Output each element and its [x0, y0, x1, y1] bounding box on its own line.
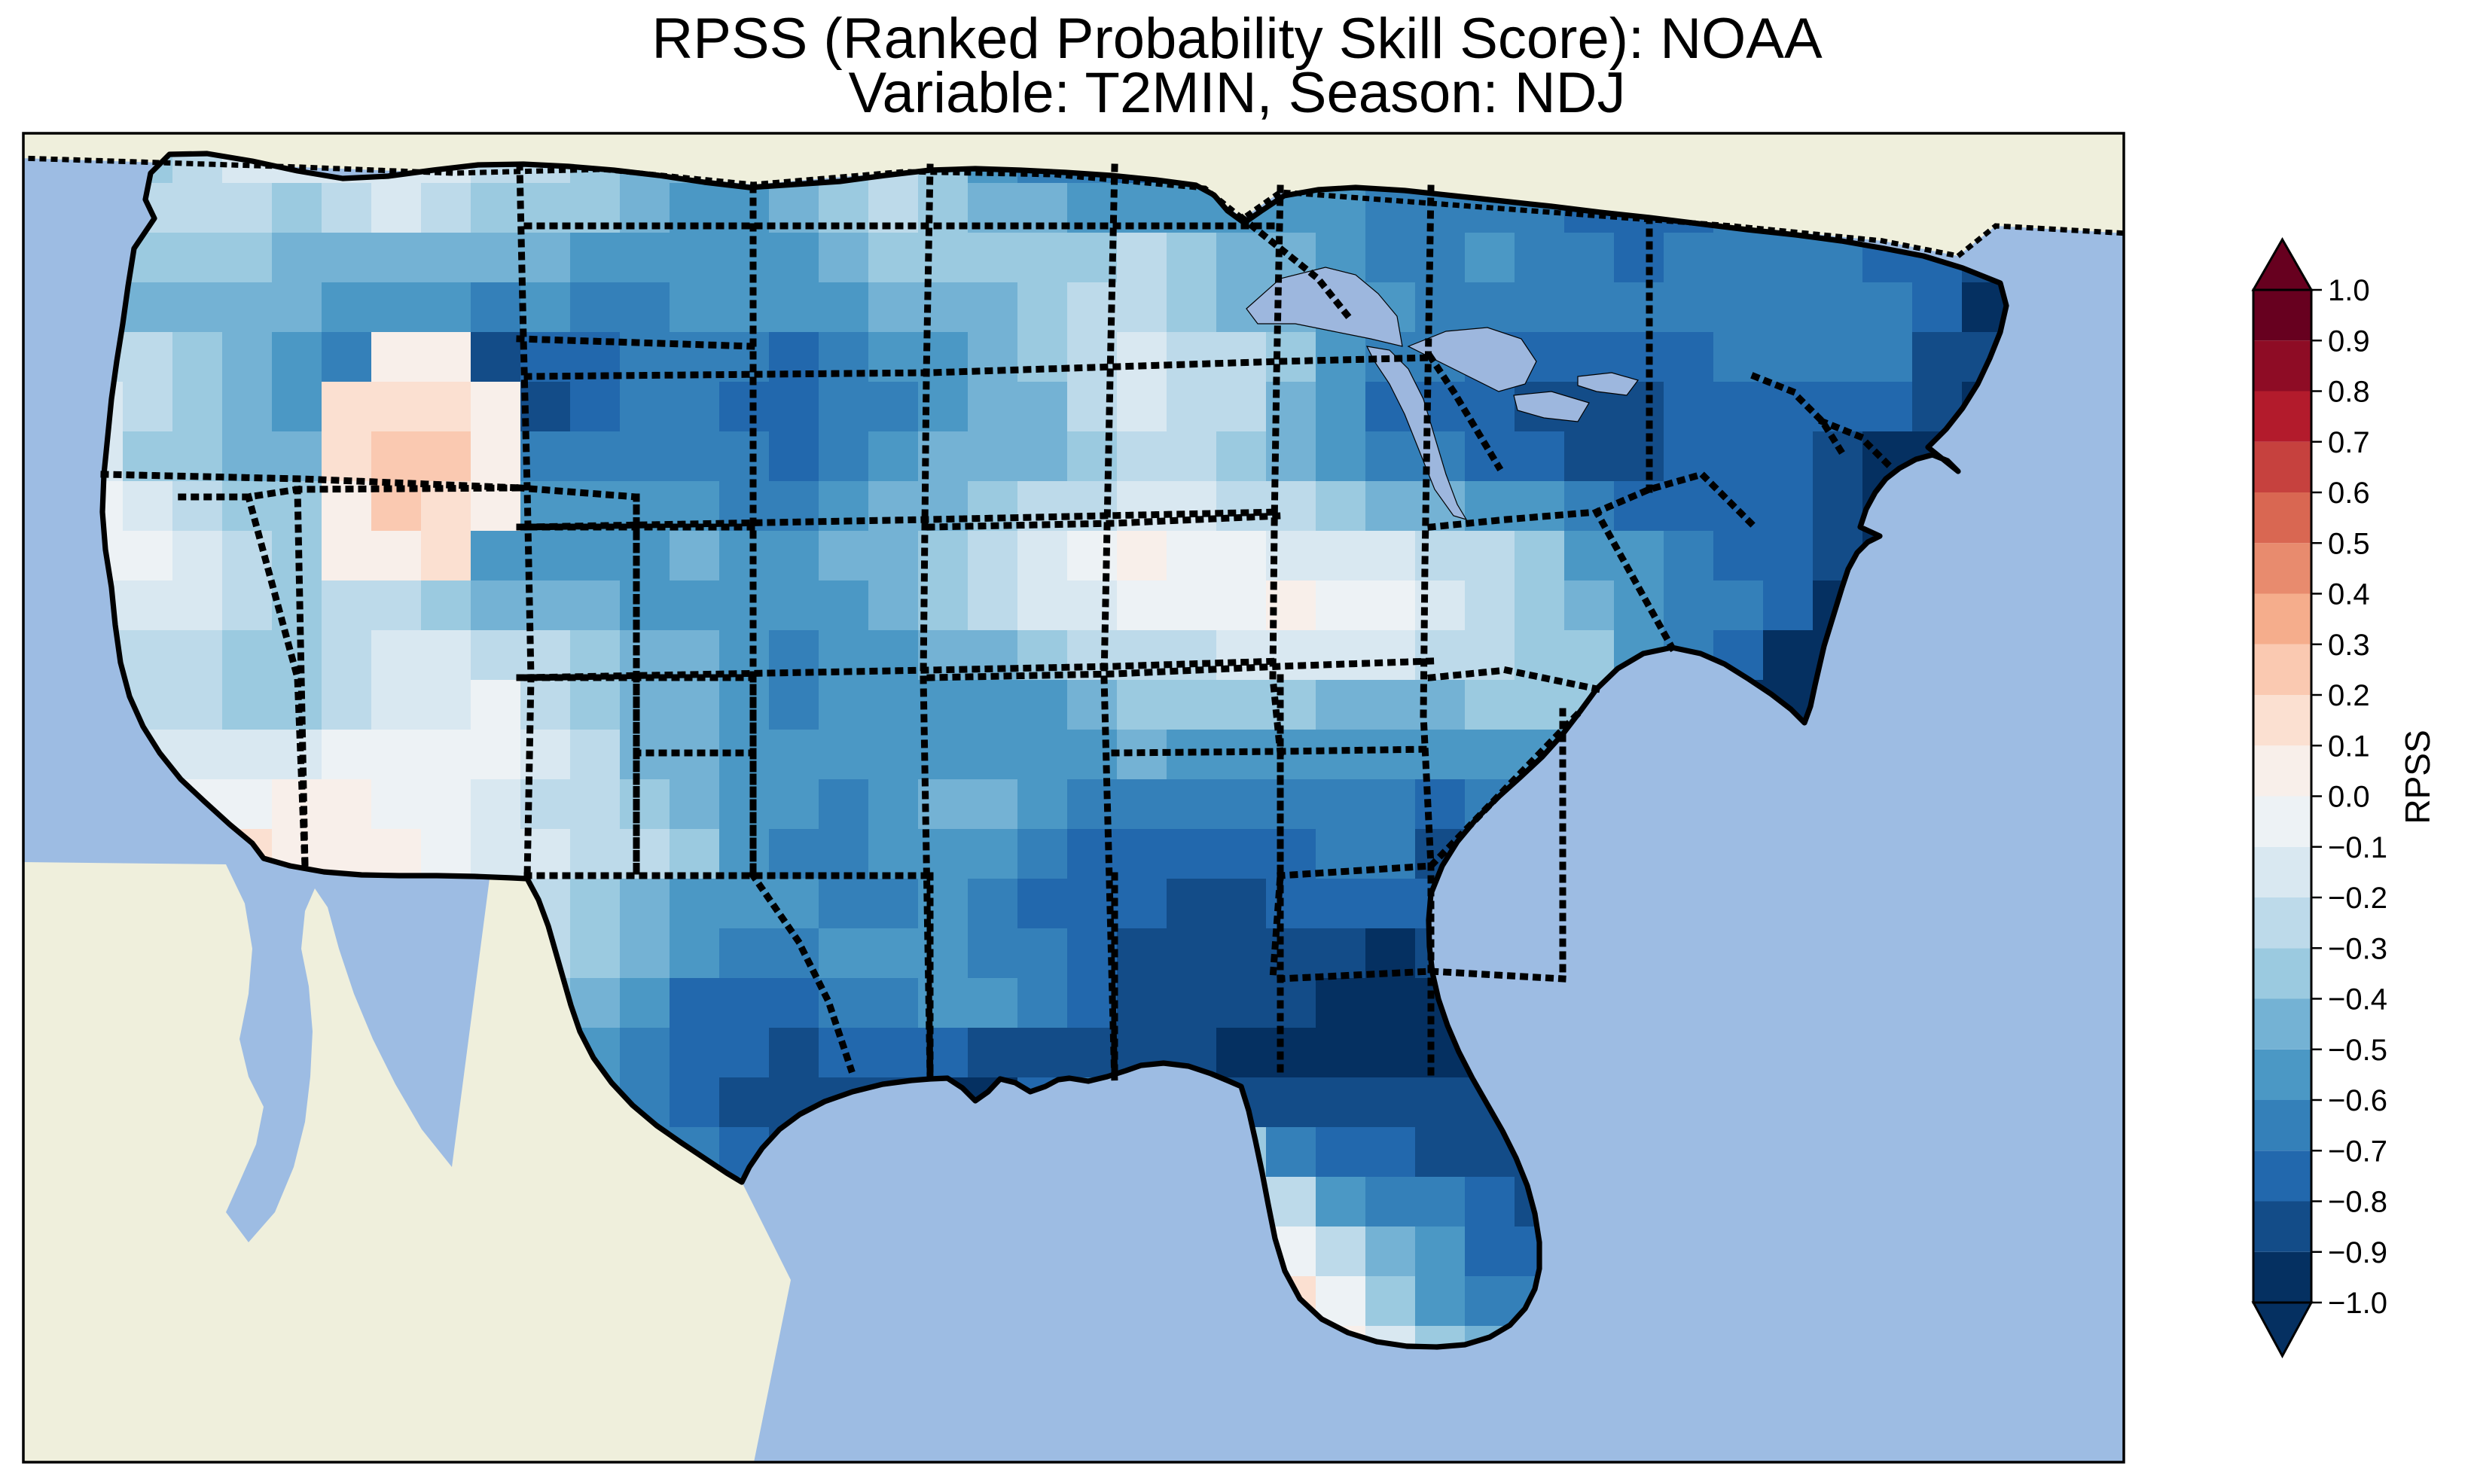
svg-text:−0.6: −0.6 — [2328, 1084, 2387, 1117]
svg-text:0.2: 0.2 — [2328, 679, 2370, 712]
svg-text:0.7: 0.7 — [2328, 426, 2370, 459]
svg-text:−0.4: −0.4 — [2328, 983, 2387, 1016]
svg-text:0.4: 0.4 — [2328, 578, 2370, 611]
svg-text:−0.1: −0.1 — [2328, 831, 2387, 864]
svg-text:0.8: 0.8 — [2328, 376, 2370, 409]
svg-text:−0.7: −0.7 — [2328, 1135, 2387, 1168]
svg-text:0.3: 0.3 — [2328, 629, 2370, 662]
svg-text:0.5: 0.5 — [2328, 527, 2370, 560]
svg-text:0.6: 0.6 — [2328, 477, 2370, 510]
svg-text:−0.5: −0.5 — [2328, 1034, 2387, 1067]
svg-text:−0.2: −0.2 — [2328, 882, 2387, 915]
svg-text:0.9: 0.9 — [2328, 325, 2370, 358]
svg-text:RPSS: RPSS — [2398, 730, 2437, 824]
svg-text:−0.9: −0.9 — [2328, 1236, 2387, 1269]
svg-text:0.0: 0.0 — [2328, 781, 2370, 814]
svg-text:−1.0: −1.0 — [2328, 1287, 2387, 1320]
svg-text:−0.3: −0.3 — [2328, 932, 2387, 965]
svg-text:1.0: 1.0 — [2328, 274, 2370, 307]
svg-text:0.1: 0.1 — [2328, 730, 2370, 763]
svg-text:−0.8: −0.8 — [2328, 1186, 2387, 1219]
